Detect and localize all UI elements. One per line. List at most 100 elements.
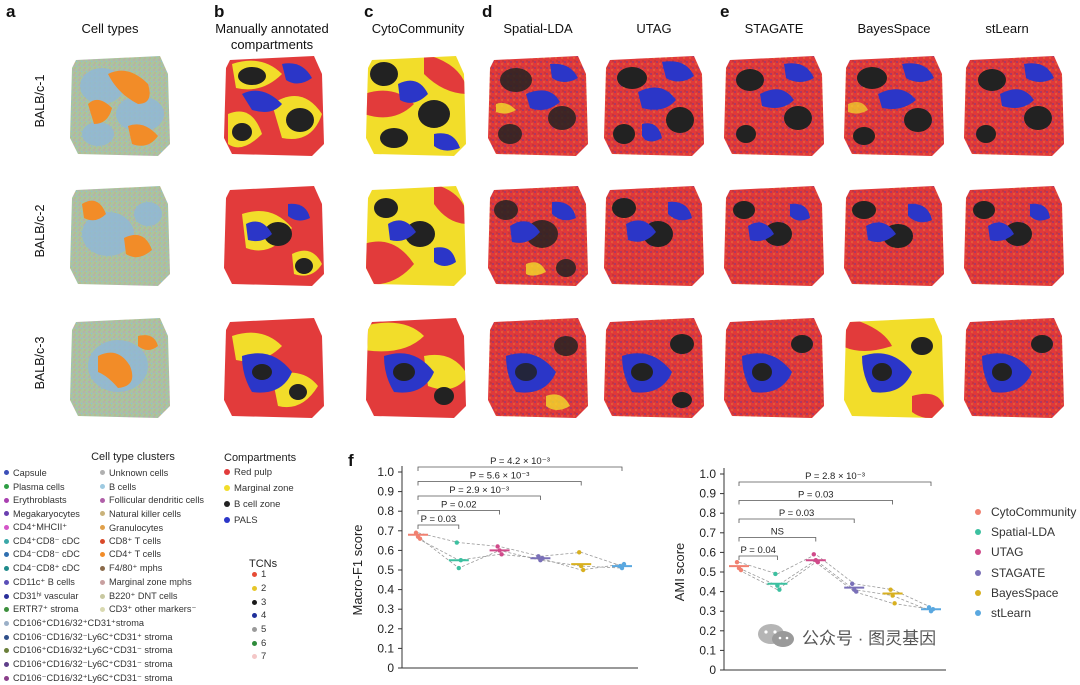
p-value-label: P = 2.9 × 10⁻³ (449, 485, 509, 496)
method-legend-item: stLearn (975, 603, 1076, 623)
legend-swatch (4, 538, 9, 544)
tissue-map-utag-1 (602, 54, 706, 158)
legend-label: Megakaryocytes (13, 508, 80, 519)
legend-label: CD4⁺CD8⁻ cDC (13, 535, 80, 546)
legend-label: Marginal zone mphs (109, 577, 192, 588)
column-title-manual: Manually annotated compartments (210, 21, 334, 53)
data-point (811, 552, 816, 557)
panel-letter-a: a (6, 2, 16, 21)
legend-label: Granulocytes (109, 522, 164, 533)
column-title-stagate: STAGATE (744, 21, 804, 36)
watermark-text: 公众号 · 图灵基因 (802, 628, 937, 648)
y-tick-label: 0.9 (377, 485, 394, 499)
legend-label: 6 (261, 637, 267, 649)
tissue-map-spatial-lda-2 (486, 184, 590, 288)
legend-label: CD3⁺ other markers⁻ (109, 604, 197, 615)
legend-label: UTAG (991, 545, 1024, 560)
y-tick-label: 0.4 (377, 583, 394, 597)
tissue-map-bayesspace-1 (842, 54, 946, 158)
legend-swatch (224, 485, 230, 491)
tissue-map-manual-2 (222, 184, 326, 288)
cell-type-legend-item: CD4⁻CD8⁻ cDC (4, 548, 172, 562)
tissue-map-celltypes-2 (68, 184, 172, 288)
data-point (456, 565, 461, 571)
cell-type-legend-item: CD106⁻CD16/32⁺Ly6C⁺CD31⁻ stroma (4, 671, 172, 685)
legend-label: CD4⁺ T cells (109, 549, 161, 560)
legend-label: CD106⁺CD16/32⁻Ly6C⁺CD31⁻ stroma (13, 658, 173, 669)
cell-type-legend-item: B cells (100, 480, 204, 494)
legend-swatch (252, 599, 257, 605)
replicate-line (417, 538, 623, 571)
legend-swatch (100, 497, 105, 503)
tissue-map-manual-1 (222, 54, 326, 158)
legend-swatch (4, 484, 9, 490)
cell-type-legend-item: CD4⁺ T cells (100, 548, 204, 562)
p-value-label: P = 5.6 × 10⁻³ (470, 471, 530, 482)
legend-swatch (4, 470, 9, 476)
legend-label: 5 (261, 624, 267, 636)
tissue-map-stagate-3 (722, 316, 826, 420)
legend-swatch (252, 586, 257, 592)
y-tick-label: 0.8 (377, 504, 394, 518)
y-tick-label: 0.1 (699, 643, 716, 657)
legend-label: CD4⁻CD8⁺ cDC (13, 563, 80, 574)
data-point (577, 550, 582, 555)
y-tick-label: 0.2 (377, 622, 394, 636)
legend-label: B cells (109, 481, 137, 492)
method-legend-item: UTAG (975, 542, 1076, 562)
y-tick-label: 0.2 (699, 624, 716, 638)
legend-label: CD4⁺MHCII⁺ (13, 522, 68, 533)
comparison-bracket (417, 524, 460, 529)
legend-swatch (4, 525, 9, 531)
comparison-bracket (738, 518, 855, 523)
cell-type-legend-item: CD4⁺CD8⁻ cDC (4, 534, 172, 548)
tissue-map-stlearn-2 (962, 184, 1066, 288)
tissue-map-bayesspace-3 (842, 316, 946, 420)
comparison-bracket (738, 500, 893, 505)
cell-type-legend-item: Erythroblasts (4, 493, 172, 507)
cell-type-legend-item: CD106⁻CD16/32⁻Ly6C⁺CD31⁺ stroma (4, 630, 172, 644)
cell-type-legend-item: B220⁺ DNT cells (100, 589, 204, 603)
legend-swatch (4, 593, 9, 599)
legend-cell-types-col1: Capsule Plasma cells Erythroblasts Megakary… (4, 466, 172, 685)
legend-label: 1 (261, 569, 267, 581)
method-legend-item: BayesSpace (975, 583, 1076, 603)
method-legend-item: STAGATE (975, 563, 1076, 583)
legend-label: stLearn (991, 606, 1032, 621)
legend-swatch (100, 470, 105, 476)
tissue-map-utag-3 (602, 316, 706, 420)
tissue-map-utag-2 (602, 184, 706, 288)
tcn-legend-item: 6 (252, 636, 266, 650)
data-point (850, 581, 855, 586)
cell-type-legend-item: CD11c⁺ B cells (4, 576, 172, 590)
cell-type-legend-item: CD8⁺ T cells (100, 534, 204, 548)
column-title-spatial-lda: Spatial-LDA (503, 21, 573, 36)
legend-swatch (4, 634, 9, 640)
legend-label: Capsule (13, 467, 47, 478)
tcn-legend-item: 3 (252, 595, 266, 609)
column-title-bayesspace: BayesSpace (857, 21, 931, 36)
legend-label: CD11c⁺ B cells (13, 576, 75, 587)
tcn-legend-item: 4 (252, 609, 266, 623)
legend-label: CD106⁻CD16/32⁻Ly6C⁺CD31⁺ stroma (13, 631, 173, 642)
legend-swatch (4, 511, 9, 517)
data-point (892, 601, 897, 606)
legend-swatch (100, 484, 105, 490)
compartment-legend-item: Red pulp (224, 464, 294, 480)
legend-swatch (975, 509, 981, 516)
column-title-utag: UTAG (636, 21, 672, 36)
data-point (581, 567, 586, 573)
tissue-map-stagate-2 (722, 184, 826, 288)
legend-label: Erythroblasts (13, 495, 67, 506)
legend-swatch (4, 648, 9, 654)
data-point (888, 587, 893, 592)
y-tick-label: 0.3 (699, 604, 716, 618)
tissue-map-cytocommunity-3 (364, 316, 468, 420)
legend-swatch (4, 607, 9, 613)
legend-swatch (252, 640, 257, 646)
legend-swatch (224, 469, 230, 475)
data-point (738, 567, 744, 573)
tissue-map-spatial-lda-3 (486, 316, 590, 420)
legend-swatch (252, 654, 257, 660)
